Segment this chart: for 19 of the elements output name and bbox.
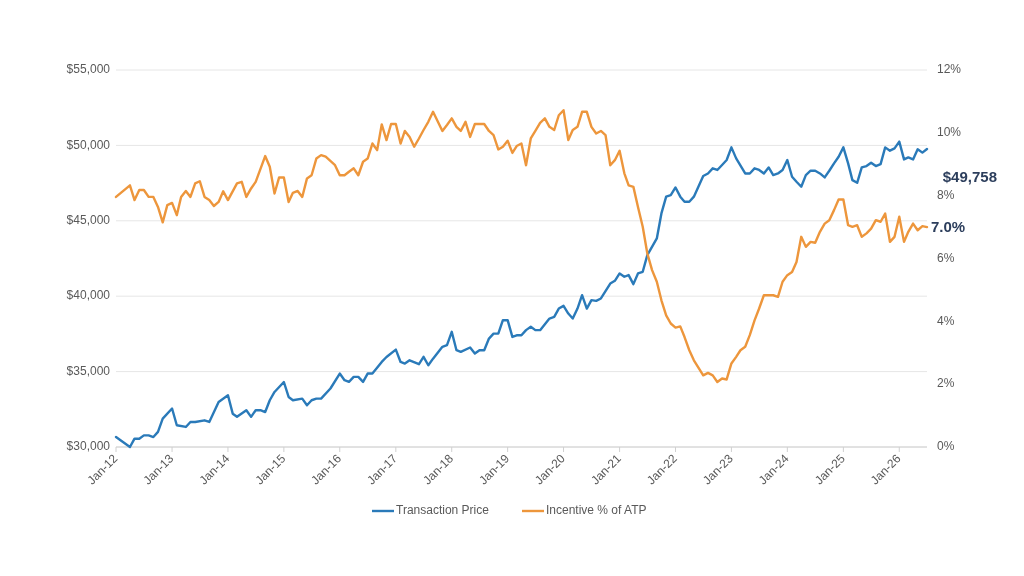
text: $49,758: [942, 168, 997, 186]
line-series: [114, 140, 929, 449]
y2-tick-label: 4%: [937, 313, 955, 328]
y2-tick-label: 12%: [937, 62, 962, 77]
y-tick-label: $55,000: [66, 62, 111, 77]
y2-tick-label: 10%: [937, 125, 962, 140]
text: 7.0%: [931, 218, 966, 236]
y-tick-label: $30,000: [66, 439, 111, 454]
line-series: [114, 109, 929, 384]
y-tick-label: $40,000: [66, 288, 111, 303]
y2-tick-label: 6%: [937, 250, 955, 265]
y2-tick-label: 2%: [937, 376, 955, 391]
y2-tick-label: 8%: [937, 187, 955, 202]
legend-label: Transaction Price: [396, 503, 490, 518]
y2-tick-label: 0%: [937, 439, 955, 454]
y-tick-label: $45,000: [66, 212, 111, 227]
y-tick-label: $35,000: [66, 363, 111, 378]
y-tick-label: $50,000: [66, 137, 111, 152]
legend-label: Incentive % of ATP: [546, 503, 647, 518]
